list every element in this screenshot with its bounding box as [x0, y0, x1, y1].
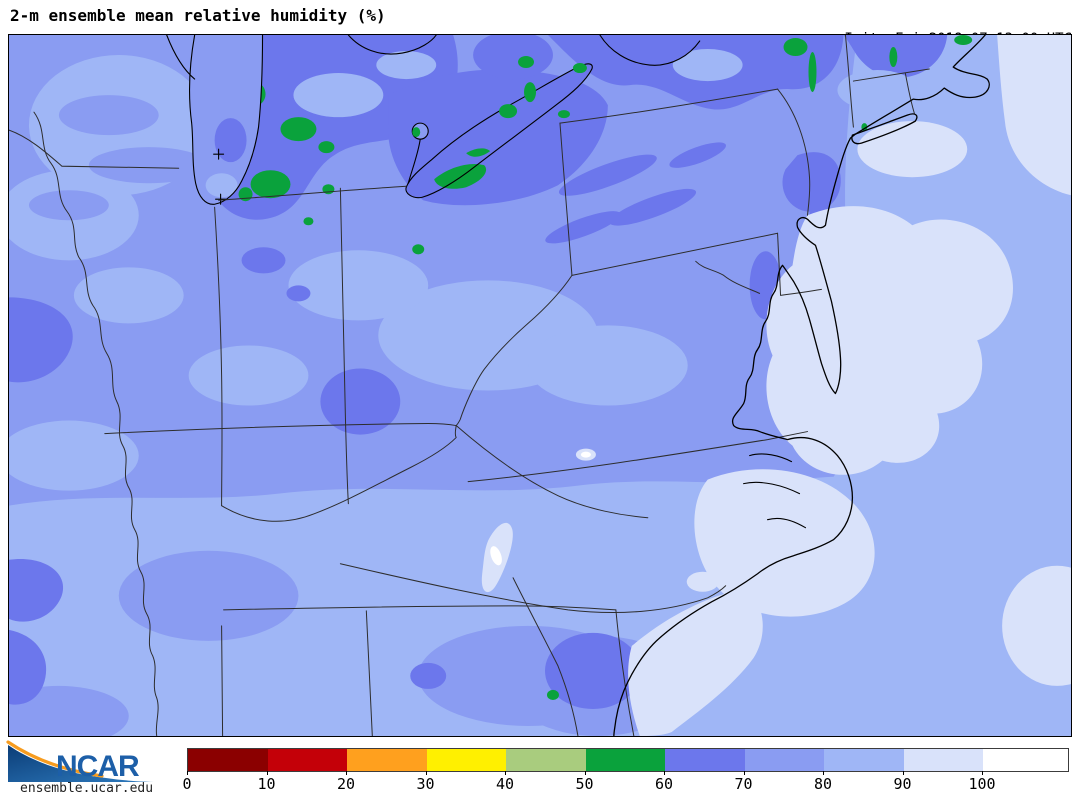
- atlantic-coastline: [613, 35, 990, 736]
- lake-michigan-shoreline: [188, 35, 264, 205]
- coast-main: [613, 35, 990, 736]
- erie-ne-green: [572, 63, 587, 74]
- lake-erie-shoreline: [405, 63, 593, 199]
- pamlico-sound-shores: [743, 453, 807, 529]
- colorbar-tick-label: 80: [813, 775, 833, 793]
- colorbar-tick-label: 40: [495, 775, 515, 793]
- ncar-logo-text: NCAR: [56, 750, 140, 782]
- colorbar-segment-40: [506, 749, 586, 771]
- colorbar-tickmark: [505, 771, 506, 775]
- lake-erie-fill: [405, 63, 593, 198]
- ontario-green: [518, 56, 535, 69]
- colorbar-tickmark: [584, 771, 586, 775]
- colorbar-segment-10: [267, 749, 347, 771]
- detroit-river: [407, 138, 421, 184]
- page-title: 2-m ensemble mean relative humidity (%): [10, 6, 386, 25]
- ncar-logo: NCAR: [6, 740, 162, 782]
- colorbar-segment-30: [426, 749, 506, 771]
- colorbar-segment-50: [585, 749, 665, 771]
- colorbar-tick-label: 20: [336, 775, 356, 793]
- erie-north-green-2: [524, 82, 537, 103]
- colorbar-tickmark: [266, 771, 268, 775]
- colorbar-tick-label: 30: [416, 775, 435, 793]
- colorbar-tick-label: 50: [575, 775, 594, 793]
- colorbar-tickmark: [902, 771, 904, 775]
- erie-south-green: [557, 110, 570, 119]
- site-url: ensemble.ucar.edu: [20, 781, 154, 796]
- lake-huron-shoreline: [347, 35, 437, 55]
- colorbar-segment-20: [347, 749, 427, 771]
- lake-erie-green-patch: [434, 163, 487, 189]
- colorbar-segment-60: [665, 749, 745, 771]
- long-island: [851, 113, 918, 145]
- erie-north-green: [499, 104, 518, 119]
- colorbar-segment-80: [824, 749, 904, 771]
- colorbar-tick-label: 0: [182, 775, 192, 793]
- humidity-over-100-layer: [490, 451, 591, 566]
- colorbar-tickmark: [982, 771, 983, 775]
- colorbar-tick-label: 70: [734, 775, 753, 793]
- ncar-logo-orange-arc: [6, 740, 104, 778]
- humidity-90-100-layer: [481, 35, 1071, 736]
- colorbar-segment-70: [744, 749, 824, 771]
- colorbar-tickmark: [823, 771, 824, 775]
- colorbar-tickmark: [664, 771, 665, 775]
- colorbar-segment-0: [188, 749, 268, 771]
- colorbar-tick-label: 90: [893, 775, 912, 793]
- colorbar-tick-label: 60: [654, 775, 674, 793]
- colorbar-tick-label: 100: [968, 775, 996, 793]
- great-lakes: [166, 35, 703, 205]
- colorbar-segment-100: [983, 749, 1068, 771]
- colorbar-tickmark: [346, 771, 347, 775]
- colorbar-track: [187, 748, 1069, 772]
- lake-ontario-shoreline: [599, 35, 701, 66]
- colorbar-ticks: 0 10 20 30 40 50 60 70 80 90 100: [182, 771, 1067, 797]
- st-clair-green: [412, 127, 421, 138]
- colorbar-segment-90: [903, 749, 983, 771]
- lake-michigan-inner-shade: [214, 118, 247, 163]
- lake-marker-crosses: [213, 148, 227, 205]
- green-bay-shoreline: [166, 35, 196, 80]
- lake-erie-green-crescent: [466, 148, 491, 157]
- ncar-logo-swoosh: [8, 745, 162, 782]
- colorbar-tickmark: [425, 771, 427, 775]
- lake-michigan-inner-light: [205, 173, 238, 198]
- colorbar-tick-label: 10: [257, 775, 276, 793]
- forecast-map: [8, 34, 1072, 737]
- map-svg: [9, 35, 1071, 736]
- colorbar-tickmark: [743, 771, 745, 775]
- colorbar-tickmark: [187, 771, 188, 775]
- state-borders: [9, 35, 930, 736]
